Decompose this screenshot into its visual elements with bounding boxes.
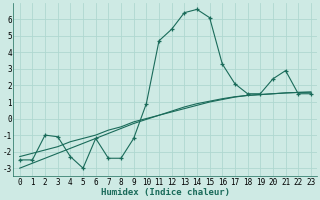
X-axis label: Humidex (Indice chaleur): Humidex (Indice chaleur) [101, 188, 230, 197]
